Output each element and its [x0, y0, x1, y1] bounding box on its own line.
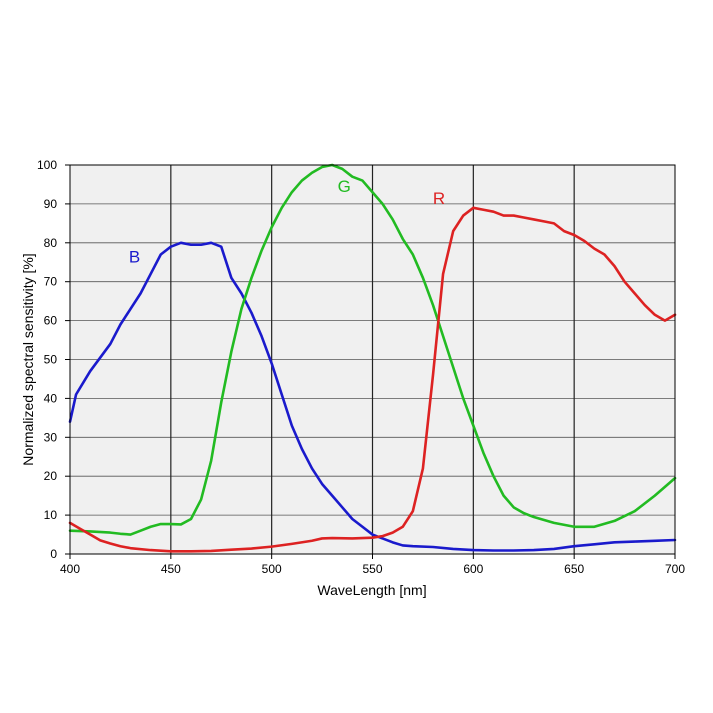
series-line-r	[68, 206, 677, 553]
x-axis-title: WaveLength [nm]	[317, 582, 426, 598]
y-tick-label-40: 40	[44, 391, 58, 405]
series-labels: B G R	[129, 177, 445, 266]
y-tick-label-100: 100	[37, 158, 57, 172]
y-tick-label-80: 80	[44, 236, 58, 250]
x-tick-label-600: 600	[463, 562, 483, 576]
x-tick-label-400: 400	[60, 562, 80, 576]
tick-marks	[65, 164, 676, 559]
series-label-r: R	[433, 189, 445, 208]
series-line-g	[68, 163, 677, 536]
y-tick-label-20: 20	[44, 469, 58, 483]
series-label-b: B	[129, 247, 140, 266]
y-tick-label-50: 50	[44, 353, 58, 367]
series-lines	[68, 163, 677, 553]
series-line-b	[68, 241, 677, 552]
x-tick-label-700: 700	[665, 562, 685, 576]
y-axis-title: Normalized spectral sensitivity [%]	[20, 253, 36, 465]
grid-lines	[70, 165, 675, 554]
y-tick-label-10: 10	[44, 508, 58, 522]
y-tick-label-60: 60	[44, 314, 58, 328]
x-tick-label-450: 450	[161, 562, 181, 576]
y-tick-label-30: 30	[44, 430, 58, 444]
y-tick-label-70: 70	[44, 275, 58, 289]
series-label-g: G	[338, 177, 351, 196]
x-tick-label-550: 550	[362, 562, 382, 576]
x-tick-label-500: 500	[262, 562, 282, 576]
x-tick-label-650: 650	[564, 562, 584, 576]
tick-labels: 400 450 500 550 600 650 700 0 10 20 30 40 50 60 70 80 90…	[37, 158, 685, 576]
y-tick-label-90: 90	[44, 197, 58, 211]
y-tick-label-0: 0	[50, 547, 57, 561]
